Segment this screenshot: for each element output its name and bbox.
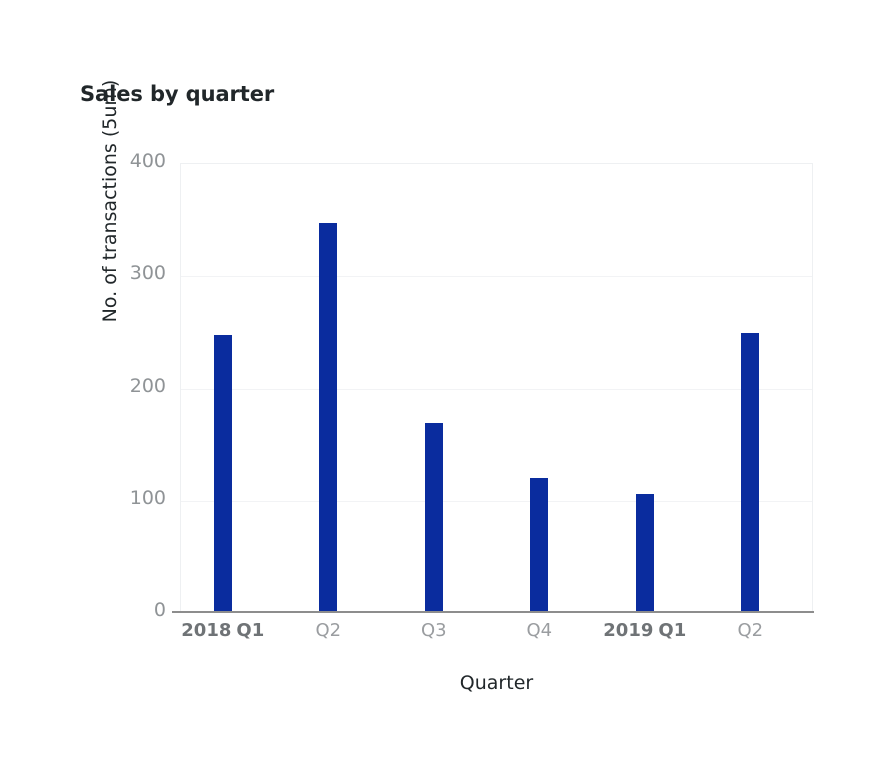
x-tick-label: 2018 Q1	[181, 620, 264, 641]
bar[interactable]	[635, 494, 654, 612]
x-axis-title: Quarter	[459, 672, 534, 694]
x-tick-quarter: Q2	[315, 620, 342, 641]
bar[interactable]	[319, 222, 338, 612]
x-tick-quarter: Q1	[236, 620, 265, 641]
chart-title: Sales by quarter	[80, 82, 275, 106]
bar[interactable]	[530, 478, 549, 612]
bar[interactable]	[213, 334, 232, 612]
bars-layer	[180, 163, 813, 612]
x-tick-year: 2019	[603, 620, 654, 641]
y-tick-label: 100	[129, 486, 166, 509]
y-tick-label: 400	[129, 150, 166, 172]
bar[interactable]	[424, 423, 443, 612]
x-tick-year: 2018	[181, 620, 232, 641]
bar[interactable]	[741, 332, 760, 612]
x-tick-quarter: Q2	[737, 620, 764, 641]
y-axis-ticks: 0 100 200 300 400	[0, 0, 166, 780]
x-tick-quarter: Q3	[420, 620, 447, 641]
y-axis-title: No. of transactions (5um)	[99, 79, 121, 323]
x-tick-label: Q4	[526, 620, 552, 641]
gridline	[181, 276, 812, 278]
x-tick-quarter: Q1	[658, 620, 687, 641]
x-tick-label: 2019 Q1	[603, 620, 686, 641]
y-tick-label: 200	[129, 374, 166, 397]
gridline	[181, 500, 812, 502]
plot-area	[180, 163, 813, 612]
x-tick-label: Q2	[315, 620, 341, 641]
x-tick-label: Q3	[421, 620, 447, 641]
gridline	[181, 388, 812, 390]
y-tick-label: 0	[153, 599, 166, 621]
x-tick-label: Q2	[737, 620, 763, 641]
x-tick-quarter: Q4	[526, 620, 553, 641]
y-tick-label: 300	[129, 262, 166, 285]
x-axis-ticks: 2018 Q1 Q2 Q3 Q4 2019 Q1 Q2	[180, 620, 813, 652]
x-axis-line	[172, 611, 814, 613]
